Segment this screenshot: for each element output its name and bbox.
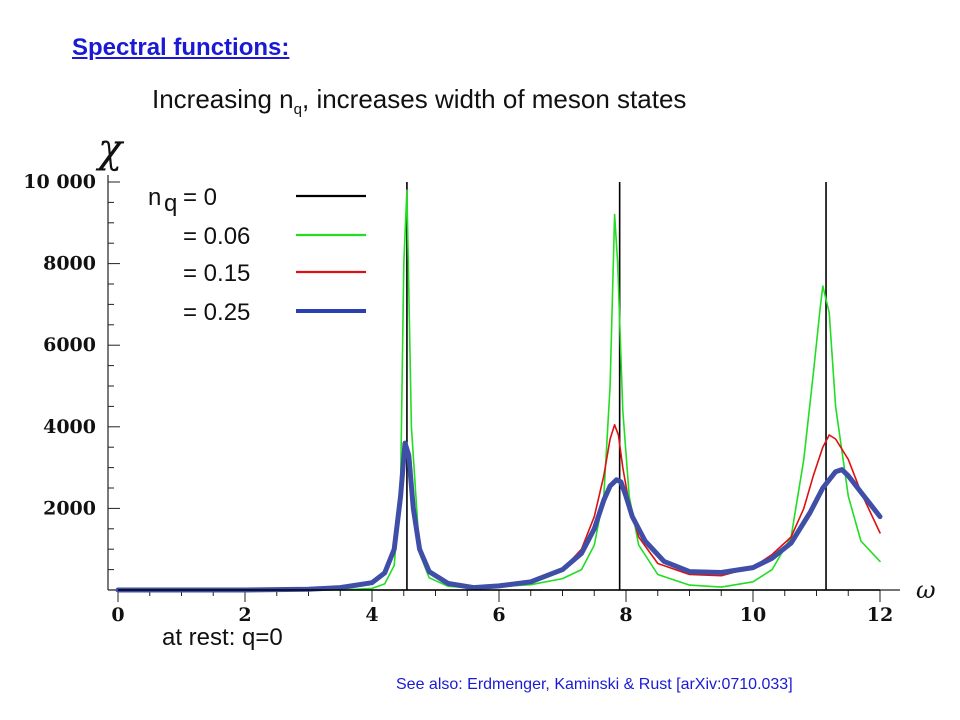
x-tick-label: 4 — [365, 604, 378, 626]
x-tick-label: 10 — [740, 604, 766, 626]
legend-entry-label: = 0.25 — [183, 299, 250, 326]
legend-entry-label: = 0 — [183, 184, 217, 211]
legend-entry-label: = 0.06 — [183, 223, 250, 250]
y-tick-label: 4000 — [43, 416, 96, 438]
subtitle-text-pre: Increasing n — [152, 84, 294, 114]
x-tick-label: 12 — [867, 604, 893, 626]
y-tick-label: 6000 — [43, 334, 96, 356]
legend-prefix-subscript: q — [164, 190, 177, 217]
slide-subtitle: Increasing nq, increases width of meson … — [152, 84, 686, 118]
legend-entry-label: = 0.15 — [183, 260, 250, 287]
y-axis-label: χ — [95, 126, 125, 172]
y-tick-label: 10 000 — [23, 171, 96, 193]
subtitle-text-post: , increases width of meson states — [302, 84, 687, 114]
series-line-3 — [115, 440, 883, 593]
chart-series — [115, 182, 883, 593]
legend-prefix: n — [148, 184, 161, 211]
chart-legend: n q = 0 = 0.06 = 0.15 = 0.25 — [148, 184, 366, 326]
subtitle-subscript: q — [293, 101, 302, 118]
x-tick-label: 6 — [492, 604, 505, 626]
y-tick-label: 2000 — [43, 497, 96, 519]
series-line-2 — [117, 423, 881, 591]
x-axis-label: ω — [916, 576, 936, 604]
rest-note: at rest: q=0 — [162, 624, 283, 651]
y-tick-label: 8000 — [43, 253, 96, 275]
x-tick-label: 8 — [619, 604, 632, 626]
x-tick-label: 0 — [111, 604, 124, 626]
x-tick-label: 2 — [238, 604, 251, 626]
slide-heading: Spectral functions: — [72, 34, 290, 61]
reference-note: See also: Erdmenger, Kaminski & Rust [ar… — [396, 676, 793, 693]
series-line-1 — [117, 189, 881, 591]
